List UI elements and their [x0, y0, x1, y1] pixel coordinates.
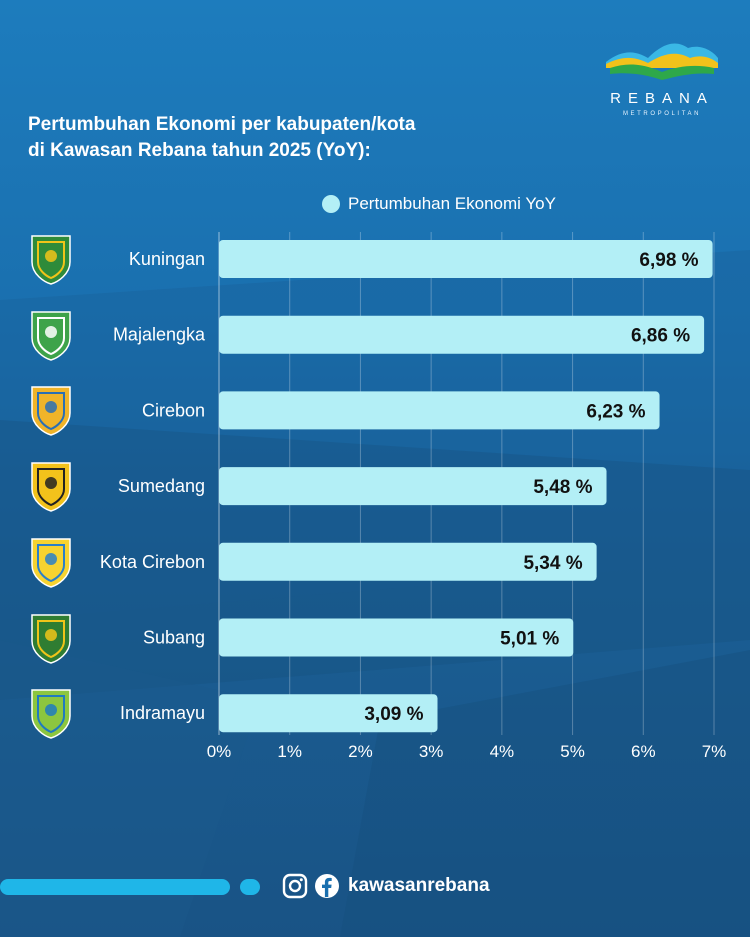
subang-emblem-icon	[28, 611, 74, 665]
bar	[219, 315, 705, 354]
social-links: kawasanrebana	[282, 873, 490, 899]
category-label: Sumedang	[118, 476, 205, 496]
sumedang-emblem-icon	[28, 459, 74, 513]
bar-value-label: 5,01 %	[500, 629, 559, 650]
legend-label: Pertumbuhan Ekonomi YoY	[348, 194, 556, 213]
bar	[219, 694, 438, 733]
instagram-icon[interactable]	[282, 873, 308, 899]
chart-title: Pertumbuhan Ekonomi per kabupaten/kota d…	[28, 112, 548, 164]
category-label: Majalengka	[113, 325, 206, 345]
rebana-logo: REBANA METROPOLITAN	[596, 36, 728, 126]
x-tick-label: 4%	[490, 742, 515, 761]
x-tick-label: 5%	[560, 742, 585, 761]
facebook-icon[interactable]	[314, 873, 340, 899]
majalengka-emblem-icon	[28, 308, 74, 362]
x-tick-label: 6%	[631, 742, 656, 761]
bar	[219, 542, 597, 581]
bar	[219, 467, 607, 506]
bar-value-label: 5,34 %	[523, 553, 582, 574]
bar-value-label: 3,09 %	[364, 704, 423, 725]
bar	[219, 618, 574, 657]
bar-value-label: 5,48 %	[533, 477, 592, 498]
chart-title-line-2: di Kawasan Rebana tahun 2025 (YoY):	[28, 140, 371, 161]
social-handle[interactable]: kawasanrebana	[348, 875, 490, 896]
category-label: Cirebon	[142, 400, 205, 420]
x-tick-label: 2%	[348, 742, 373, 761]
legend-swatch	[322, 195, 340, 213]
kuningan-emblem-icon	[28, 232, 74, 286]
brand-name: REBANA	[610, 90, 714, 107]
indramayu-emblem-icon	[28, 686, 74, 740]
bar	[219, 391, 660, 430]
footer-accent-dot	[240, 879, 260, 895]
x-tick-label: 0%	[207, 742, 232, 761]
kota-cirebon-emblem-icon	[28, 535, 74, 589]
footer-accent-bar	[0, 879, 230, 895]
bar-value-label: 6,86 %	[631, 326, 690, 347]
chart-legend: Pertumbuhan Ekonomi YoY	[322, 194, 556, 214]
bar-value-label: 6,98 %	[639, 250, 698, 271]
category-label: Kota Cirebon	[100, 552, 205, 572]
category-label: Subang	[143, 628, 205, 648]
category-label: Kuningan	[129, 249, 205, 269]
bar-value-label: 6,23 %	[586, 401, 645, 422]
cirebon-emblem-icon	[28, 383, 74, 437]
x-tick-label: 7%	[702, 742, 727, 761]
chart-title-line-1: Pertumbuhan Ekonomi per kabupaten/kota	[28, 114, 416, 135]
category-label: Indramayu	[120, 703, 205, 723]
rebana-wave-icon	[606, 43, 718, 80]
bar-chart: 0% 1% 2% 3% 4% 5% 6% 7% 6,98 % Kuningan 6,86 % Maja…	[100, 240, 727, 761]
brand-tagline: METROPOLITAN	[622, 111, 702, 117]
x-tick-label: 1%	[277, 742, 302, 761]
bar	[219, 240, 713, 278]
x-tick-label: 3%	[419, 742, 444, 761]
